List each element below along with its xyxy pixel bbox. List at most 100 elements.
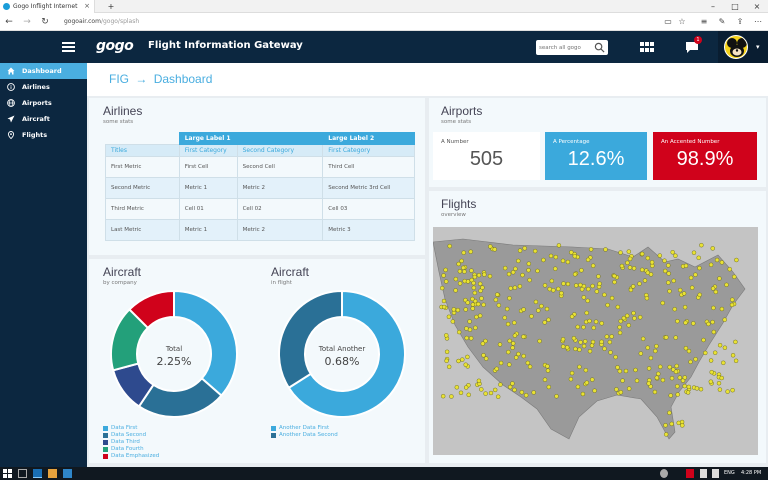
- flight-marker-icon[interactable]: [470, 302, 476, 307]
- flight-marker-icon[interactable]: [572, 272, 578, 277]
- flight-marker-icon[interactable]: [674, 363, 679, 369]
- flight-marker-icon[interactable]: [533, 299, 539, 305]
- clock[interactable]: 4:28 PM: [741, 470, 762, 476]
- flight-marker-icon[interactable]: [454, 385, 459, 390]
- flight-marker-icon[interactable]: [507, 295, 512, 301]
- flight-marker-icon[interactable]: [476, 273, 482, 278]
- flight-marker-icon[interactable]: [625, 260, 630, 265]
- flight-marker-icon[interactable]: [688, 359, 693, 365]
- flight-marker-icon[interactable]: [673, 369, 679, 374]
- flight-marker-icon[interactable]: [697, 265, 702, 271]
- flight-marker-icon[interactable]: [719, 260, 725, 265]
- flight-marker-icon[interactable]: [683, 263, 689, 268]
- flight-marker-icon[interactable]: [673, 253, 678, 258]
- flight-marker-icon[interactable]: [545, 368, 551, 373]
- flight-marker-icon[interactable]: [463, 362, 468, 367]
- flight-marker-icon[interactable]: [613, 354, 618, 360]
- flight-marker-icon[interactable]: [480, 285, 485, 290]
- flight-marker-icon[interactable]: [666, 263, 671, 268]
- flight-marker-icon[interactable]: [476, 301, 481, 307]
- flight-marker-icon[interactable]: [487, 274, 493, 279]
- flight-marker-icon[interactable]: [549, 278, 555, 284]
- flight-marker-icon[interactable]: [713, 350, 718, 355]
- flight-marker-icon[interactable]: [510, 341, 516, 346]
- flight-marker-icon[interactable]: [465, 279, 471, 284]
- flight-marker-icon[interactable]: [575, 384, 581, 390]
- browser-taskbar-icon[interactable]: [33, 469, 42, 478]
- flight-marker-icon[interactable]: [498, 360, 504, 366]
- flight-marker-icon[interactable]: [551, 288, 556, 293]
- flight-marker-icon[interactable]: [575, 324, 580, 330]
- flight-marker-icon[interactable]: [481, 353, 486, 358]
- flight-marker-icon[interactable]: [683, 345, 689, 351]
- flight-marker-icon[interactable]: [627, 256, 633, 262]
- flight-marker-icon[interactable]: [633, 367, 638, 373]
- network-icon[interactable]: [712, 469, 719, 478]
- forward-icon[interactable]: →: [23, 17, 31, 27]
- flight-marker-icon[interactable]: [573, 283, 579, 288]
- flight-marker-icon[interactable]: [583, 367, 589, 373]
- flight-marker-icon[interactable]: [522, 246, 527, 251]
- flight-marker-icon[interactable]: [646, 381, 651, 386]
- flight-marker-icon[interactable]: [660, 300, 665, 306]
- sidebar-item-airlines[interactable]: Airlines: [0, 79, 87, 95]
- flight-marker-icon[interactable]: [609, 295, 615, 301]
- flight-marker-icon[interactable]: [527, 277, 532, 283]
- flight-marker-icon[interactable]: [488, 244, 493, 249]
- flight-marker-icon[interactable]: [653, 348, 658, 354]
- flight-marker-icon[interactable]: [461, 250, 466, 255]
- flight-marker-icon[interactable]: [459, 258, 464, 264]
- flight-marker-icon[interactable]: [546, 384, 552, 390]
- flight-marker-icon[interactable]: [560, 337, 566, 342]
- flight-marker-icon[interactable]: [456, 358, 461, 364]
- flight-marker-icon[interactable]: [682, 375, 688, 380]
- flight-marker-icon[interactable]: [579, 268, 584, 273]
- flight-marker-icon[interactable]: [658, 364, 663, 370]
- flight-marker-icon[interactable]: [559, 290, 564, 296]
- flight-marker-icon[interactable]: [523, 393, 529, 398]
- flight-marker-icon[interactable]: [462, 269, 467, 274]
- flight-marker-icon[interactable]: [572, 254, 578, 259]
- flight-marker-icon[interactable]: [461, 265, 466, 270]
- flight-marker-icon[interactable]: [590, 263, 596, 268]
- flight-marker-icon[interactable]: [444, 358, 449, 364]
- flight-marker-icon[interactable]: [615, 365, 620, 370]
- flight-marker-icon[interactable]: [507, 362, 512, 367]
- flight-marker-icon[interactable]: [708, 358, 714, 363]
- flight-marker-icon[interactable]: [464, 335, 469, 341]
- flight-marker-icon[interactable]: [639, 251, 645, 257]
- flight-marker-icon[interactable]: [561, 281, 566, 286]
- flight-marker-icon[interactable]: [471, 285, 476, 290]
- flight-marker-icon[interactable]: [450, 319, 455, 324]
- flight-marker-icon[interactable]: [669, 421, 674, 427]
- flight-marker-icon[interactable]: [478, 281, 483, 286]
- flight-marker-icon[interactable]: [457, 269, 463, 274]
- flight-marker-icon[interactable]: [506, 349, 511, 355]
- sidebar-item-dashboard[interactable]: Dashboard: [0, 63, 87, 79]
- flight-marker-icon[interactable]: [546, 317, 551, 323]
- flight-marker-icon[interactable]: [708, 379, 713, 384]
- flight-marker-icon[interactable]: [577, 364, 582, 370]
- flight-marker-icon[interactable]: [568, 376, 574, 382]
- flight-marker-icon[interactable]: [590, 339, 596, 345]
- flight-marker-icon[interactable]: [717, 342, 723, 348]
- flight-marker-icon[interactable]: [701, 337, 706, 343]
- flight-marker-icon[interactable]: [711, 305, 716, 311]
- flight-marker-icon[interactable]: [527, 364, 533, 369]
- flight-marker-icon[interactable]: [586, 286, 591, 292]
- flight-marker-icon[interactable]: [502, 315, 507, 320]
- flight-marker-icon[interactable]: [722, 317, 727, 322]
- flight-marker-icon[interactable]: [698, 386, 704, 392]
- flight-marker-icon[interactable]: [734, 257, 739, 263]
- flight-marker-icon[interactable]: [526, 261, 532, 266]
- flight-marker-icon[interactable]: [447, 243, 452, 249]
- flight-marker-icon[interactable]: [694, 386, 700, 391]
- more-icon[interactable]: ⋯: [754, 17, 762, 26]
- flight-marker-icon[interactable]: [446, 314, 452, 320]
- flight-marker-icon[interactable]: [717, 276, 722, 281]
- flight-marker-icon[interactable]: [469, 336, 474, 341]
- flight-marker-icon[interactable]: [496, 303, 502, 308]
- flight-marker-icon[interactable]: [470, 296, 475, 302]
- flight-marker-icon[interactable]: [512, 333, 518, 338]
- flight-marker-icon[interactable]: [542, 320, 547, 325]
